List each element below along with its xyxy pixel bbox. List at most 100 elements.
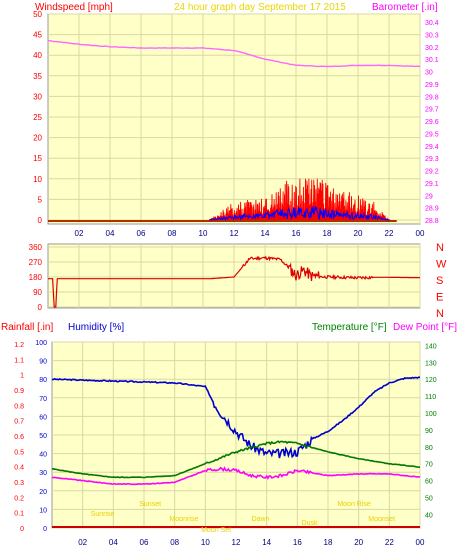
wind-y-tick-label: 30 xyxy=(33,92,42,101)
sun-moon-annotation: Moonset xyxy=(368,516,395,523)
rain-y-tick-label: 0 xyxy=(20,526,24,533)
weather-x-tick-label: 08 xyxy=(170,538,179,547)
sun-moon-annotation: Moonrise xyxy=(169,516,198,523)
humidity-y-tick-label: 50 xyxy=(39,433,47,440)
dewpoint-axis-label: Dew Point [°F] xyxy=(393,322,457,333)
rain-y-tick-label: 1.2 xyxy=(14,342,24,349)
wind-x-tick-label: 04 xyxy=(106,229,115,238)
weather-x-tick-label: 10 xyxy=(201,538,210,547)
weather-x-tick-label: 04 xyxy=(109,538,118,547)
wind-x-tick-label: 02 xyxy=(75,229,84,238)
humidity-y-tick-label: 60 xyxy=(39,414,47,421)
dewpoint-line xyxy=(51,466,421,486)
dir-y-tick-label: 360 xyxy=(29,243,43,252)
sun-moon-annotation: Moon Set xyxy=(201,527,231,534)
temperature-y-tick-label: 80 xyxy=(425,445,433,452)
rain-y-tick-label: 1.1 xyxy=(14,357,24,364)
wind-x-tick-label: 22 xyxy=(385,229,394,238)
baro-y-tick-label: 29.7 xyxy=(425,107,439,114)
humidity-y-tick-label: 80 xyxy=(39,377,47,384)
temperature-y-tick-label: 40 xyxy=(425,512,433,519)
wind-y-tick-label: 50 xyxy=(33,10,42,19)
wind-y-tick-label: 45 xyxy=(33,31,42,40)
temperature-y-tick-label: 130 xyxy=(425,360,437,367)
wind-y-tick-label: 25 xyxy=(33,113,42,122)
baro-y-tick-label: 30.4 xyxy=(425,20,439,27)
wind-x-tick-label: 14 xyxy=(261,229,270,238)
date-header-label: 24 hour graph day September 17 2015 xyxy=(174,2,346,13)
weather-x-tick-label: 12 xyxy=(232,538,241,547)
rain-y-tick-label: 0.7 xyxy=(14,419,24,426)
wind-x-tick-label: 18 xyxy=(323,229,332,238)
sun-moon-annotation: Dusk xyxy=(302,520,318,527)
baro-y-tick-label: 28.9 xyxy=(425,206,439,213)
rain-y-tick-label: 1 xyxy=(20,373,24,380)
baro-y-tick-label: 30.1 xyxy=(425,57,439,64)
dir-y-tick-label: 180 xyxy=(29,273,43,282)
humidity-line xyxy=(51,376,421,459)
sun-moon-annotation: Dawn xyxy=(252,516,270,523)
baro-y-tick-label: 30.3 xyxy=(425,32,439,39)
sun-moon-annotation: Sunset xyxy=(139,501,161,508)
rain-y-tick-label: 0.8 xyxy=(14,403,24,410)
humidity-y-tick-label: 0 xyxy=(43,526,47,533)
weather-x-tick-label: 18 xyxy=(324,538,333,547)
humidity-y-tick-label: 30 xyxy=(39,470,47,477)
rain-y-tick-label: 0.4 xyxy=(14,465,24,472)
temperature-y-tick-label: 70 xyxy=(425,462,433,469)
rain-y-tick-label: 0.6 xyxy=(14,434,24,441)
sun-moon-annotation: Moon Rise xyxy=(337,501,371,508)
humidity-axis-label: Humidity [%] xyxy=(68,322,124,333)
dir-y-tick-label: 90 xyxy=(33,288,42,297)
sun-moon-annotation: Sunrise xyxy=(91,511,115,518)
weather-x-tick-label: 14 xyxy=(262,538,271,547)
temperature-y-tick-label: 90 xyxy=(425,428,433,435)
wind-x-tick-label: 00 xyxy=(416,229,425,238)
compass-label: S xyxy=(436,275,443,287)
weather-x-tick-label: 00 xyxy=(416,538,425,547)
wind-direction-line xyxy=(48,255,420,308)
wind-y-tick-label: 15 xyxy=(33,154,42,163)
rain-y-tick-label: 0.2 xyxy=(14,495,24,502)
series-layer xyxy=(47,39,421,528)
wind-y-tick-label: 5 xyxy=(38,195,43,204)
baro-y-tick-label: 29.9 xyxy=(425,82,439,89)
baro-y-tick-label: 29.5 xyxy=(425,131,439,138)
wind-x-tick-label: 20 xyxy=(354,229,363,238)
temperature-y-tick-label: 60 xyxy=(425,479,433,486)
baro-y-tick-label: 29.4 xyxy=(425,144,439,151)
humidity-y-tick-label: 20 xyxy=(39,489,47,496)
temperature-line xyxy=(51,440,421,479)
baro-y-tick-label: 30.2 xyxy=(425,45,439,52)
wind-x-tick-label: 10 xyxy=(199,229,208,238)
wind-x-tick-label: 08 xyxy=(168,229,177,238)
rain-y-tick-label: 0.3 xyxy=(14,480,24,487)
temperature-y-tick-label: 140 xyxy=(425,343,437,350)
rainfall-axis-label: Rainfall [.in] xyxy=(1,322,53,333)
wind-x-tick-label: 12 xyxy=(230,229,239,238)
dir-y-tick-label: 0 xyxy=(38,303,43,312)
baro-y-tick-label: 29 xyxy=(425,193,433,200)
temperature-y-tick-label: 100 xyxy=(425,411,437,418)
wind-y-tick-label: 20 xyxy=(33,134,42,143)
wind-y-tick-label: 0 xyxy=(38,216,43,225)
humidity-y-tick-label: 100 xyxy=(35,340,47,347)
compass-label: W xyxy=(436,259,447,271)
rain-y-tick-label: 0.5 xyxy=(14,449,24,456)
baro-y-tick-label: 29.2 xyxy=(425,169,439,176)
compass-label: N xyxy=(436,242,444,254)
dir-y-tick-label: 270 xyxy=(29,258,43,267)
baro-y-tick-label: 29.1 xyxy=(425,181,439,188)
wind-x-tick-label: 06 xyxy=(137,229,146,238)
humidity-y-tick-label: 90 xyxy=(39,359,47,366)
wind-x-tick-label: 16 xyxy=(292,229,301,238)
humidity-y-tick-label: 70 xyxy=(39,396,47,403)
baro-y-tick-label: 29.6 xyxy=(425,119,439,126)
baro-y-tick-label: 28.8 xyxy=(425,218,439,225)
humidity-y-tick-label: 10 xyxy=(39,507,47,514)
axis-layer: 02 04 06 08 10 12 14 16 18 20 22 000510152025303540… xyxy=(14,10,447,547)
wind-average-series xyxy=(209,206,390,222)
